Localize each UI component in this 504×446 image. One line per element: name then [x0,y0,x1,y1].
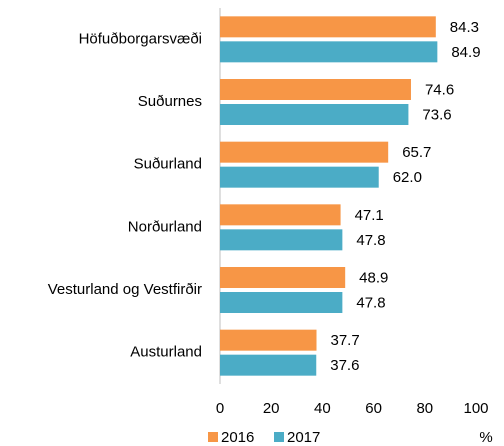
bar [220,292,343,313]
legend-label: 2017 [287,429,320,446]
data-label: 84.3 [450,19,479,36]
data-label: 37.6 [330,357,359,374]
x-tick-label: 80 [416,400,433,417]
data-label: 37.7 [331,332,360,349]
data-label: 74.6 [425,81,454,98]
data-label: 47.8 [356,294,385,311]
legend-label: 2016 [221,429,254,446]
x-tick-label: 20 [263,400,280,417]
bar [220,229,343,251]
data-label: 62.0 [393,169,422,186]
bar [220,16,436,38]
bar [220,204,341,226]
x-axis-label: % [479,429,492,446]
data-label: 47.1 [355,207,384,224]
bar [220,267,346,288]
x-tick-label: 0 [216,400,224,417]
x-tick-label: 60 [365,400,382,417]
data-label: 84.9 [451,44,480,61]
x-tick-label: 100 [463,400,488,417]
bar [220,329,317,351]
bar [220,41,438,63]
bar [220,104,409,125]
bar [220,79,411,100]
legend-swatch [274,432,284,442]
category-label: Norðurland [128,218,202,235]
x-tick-label: 40 [314,400,331,417]
category-label: Suðurland [134,156,202,173]
category-label: Höfuðborgarsvæði [79,30,202,47]
legend-swatch [208,432,218,442]
data-label: 65.7 [402,144,431,161]
data-label: 48.9 [359,269,388,286]
category-label: Vesturland og Vestfirðir [48,281,202,298]
category-label: Austurland [130,344,202,361]
bar [220,141,389,163]
data-label: 47.8 [356,232,385,249]
category-label: Suðurnes [138,93,202,110]
data-label: 73.6 [422,106,451,123]
bar [220,354,317,376]
bar [220,166,379,188]
